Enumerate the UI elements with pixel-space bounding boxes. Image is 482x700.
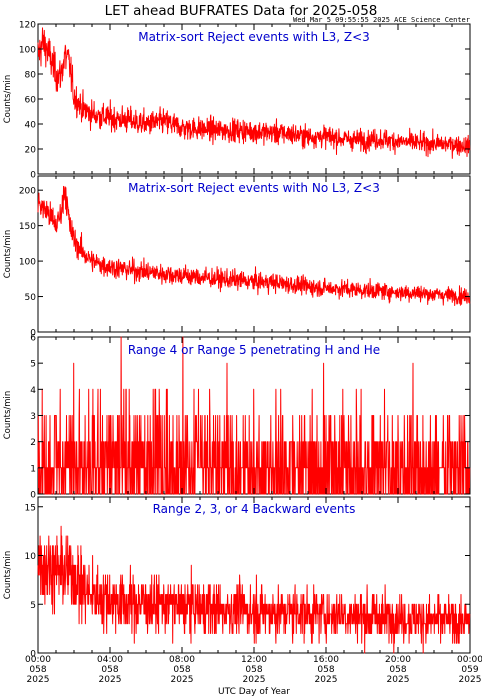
panel-3-yaxis: 0 1 2 3 4 5 6 <box>30 334 470 501</box>
panel-1-xaxis <box>37 24 471 174</box>
panel-4-xaxis <box>37 497 471 653</box>
y-tick-label: 1 <box>30 464 36 474</box>
panel-1-yaxis: 0 20 40 60 80 100 120 <box>19 21 470 181</box>
panel-3-title: Range 4 or Range 5 penetrating H and He <box>128 343 380 357</box>
panel-2-trace <box>37 185 471 306</box>
x-tick-time: 04:00 <box>97 655 123 665</box>
series-line <box>37 27 471 159</box>
y-tick-label: 10 <box>25 552 37 562</box>
x-tick-year: 2025 <box>459 675 482 685</box>
x-tick-time: 00:00 <box>457 655 482 665</box>
chart-title: LET ahead BUFRATES Data for 2025-058 <box>105 3 378 19</box>
y-tick-label: 0 <box>30 171 36 181</box>
x-tick-year: 2025 <box>387 675 410 685</box>
panel-2-title: Matrix-sort Reject events with No L3, Z<… <box>128 181 380 195</box>
panel-2-yaxis: 0 50 100 150 200 <box>19 187 470 339</box>
series-line <box>37 336 471 495</box>
panel-3: 0 1 2 3 4 5 6 Range 4 or Range 5 penetrating H… <box>3 334 471 501</box>
y-tick-label: 100 <box>19 258 36 268</box>
x-tick-time: 08:00 <box>169 655 195 665</box>
panel-4-yaxis: 0 5 10 15 <box>25 503 470 660</box>
y-tick-label: 5 <box>30 601 36 611</box>
y-tick-label: 15 <box>25 503 36 513</box>
x-tick-year: 2025 <box>99 675 122 685</box>
y-tick-label: 100 <box>19 46 36 56</box>
panel-3-trace <box>37 336 471 495</box>
y-tick-label: 150 <box>19 222 36 232</box>
x-tick-year: 2025 <box>171 675 194 685</box>
y-tick-label: 0 <box>30 491 36 501</box>
y-tick-label: 60 <box>25 96 37 106</box>
x-tick-time: 00:00 <box>25 655 51 665</box>
panel-1: 0 20 40 60 80 100 120 Matrix-sort Reject event… <box>3 21 471 181</box>
x-tick-doy: 058 <box>29 665 46 675</box>
y-tick-label: 3 <box>30 412 36 422</box>
x-tick-year: 2025 <box>243 675 266 685</box>
panel-2-ylabel: Counts/min <box>3 230 13 279</box>
x-tick-doy: 058 <box>101 665 118 675</box>
x-axis-label: UTC Day of Year <box>218 687 290 697</box>
panel-1-trace <box>37 27 471 159</box>
y-tick-label: 50 <box>25 293 37 303</box>
x-tick-doy: 058 <box>389 665 406 675</box>
panel-1-frame <box>37 23 471 175</box>
panel-2-xaxis <box>37 176 471 332</box>
panel-2: 0 50 100 150 200 Matrix-sort Reject events w… <box>3 175 471 339</box>
panel-3-xaxis <box>37 337 471 494</box>
y-tick-label: 4 <box>30 386 36 396</box>
y-tick-label: 2 <box>30 438 36 448</box>
y-tick-label: 200 <box>19 187 36 197</box>
x-tick-time: 12:00 <box>241 655 267 665</box>
panel-4-trace <box>37 525 471 654</box>
y-tick-label: 0 <box>30 650 36 660</box>
panel-2-frame <box>37 175 471 333</box>
series-line <box>37 525 471 654</box>
x-tick-doy: 058 <box>245 665 262 675</box>
y-tick-label: 40 <box>25 121 37 131</box>
x-tick-labels: 00:00058202504:00058202508:00058202512:0… <box>25 655 482 685</box>
panel-4-title: Range 2, 3, or 4 Backward events <box>153 502 356 516</box>
panel-4-ylabel: Counts/min <box>3 551 13 600</box>
x-tick-doy: 058 <box>317 665 334 675</box>
x-tick-year: 2025 <box>27 675 50 685</box>
y-tick-label: 5 <box>30 360 36 370</box>
y-tick-label: 120 <box>19 21 36 31</box>
series-line <box>37 185 471 306</box>
x-tick-doy: 058 <box>173 665 190 675</box>
x-tick-doy: 059 <box>461 665 478 675</box>
y-tick-label: 0 <box>30 329 36 339</box>
panel-3-ylabel: Counts/min <box>3 391 13 440</box>
x-tick-time: 20:00 <box>385 655 411 665</box>
panel-1-title: Matrix-sort Reject events with L3, Z<3 <box>138 30 370 44</box>
timestamp: Wed Mar 5 09:55:55 2025 ACE Science Cent… <box>293 16 470 24</box>
panel-1-ylabel: Counts/min <box>3 75 13 124</box>
y-tick-label: 80 <box>25 71 37 81</box>
y-tick-label: 20 <box>25 146 37 156</box>
x-tick-year: 2025 <box>315 675 338 685</box>
y-tick-label: 6 <box>30 334 36 344</box>
x-tick-time: 16:00 <box>313 655 339 665</box>
